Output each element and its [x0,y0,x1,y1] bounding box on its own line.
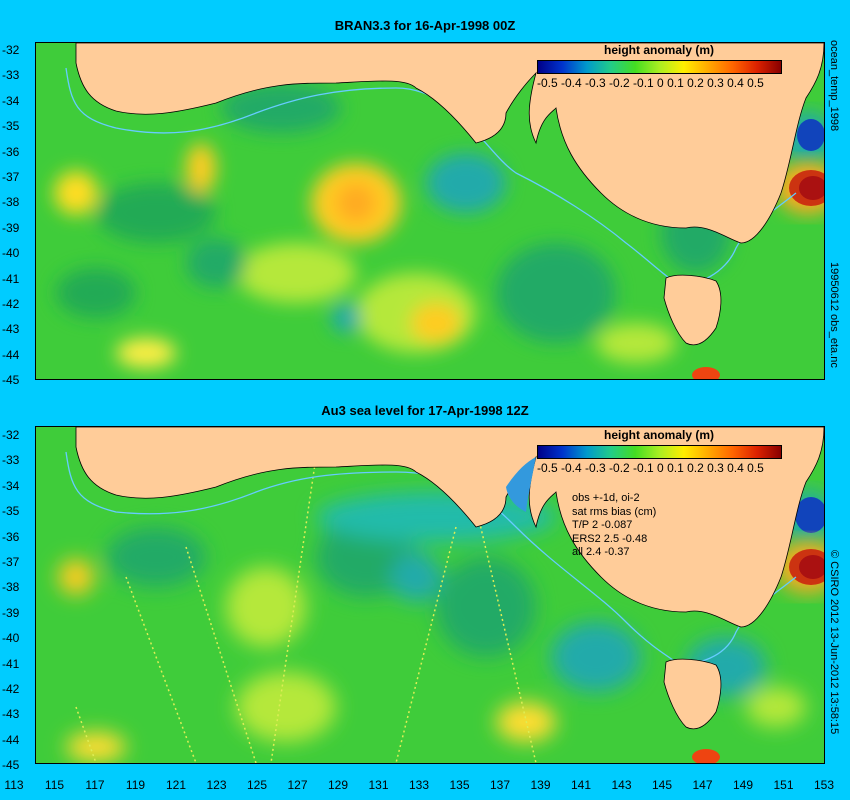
longitude-tick: 143 [611,778,632,792]
latitude-tick: -42 [2,682,20,696]
satellite-tracks [75,456,537,763]
bottom-panel-title: Au3 sea level for 17-Apr-1998 12Z [321,403,529,418]
colorbar-title-bottom: height anomaly (m) [604,428,715,442]
latitude-tick: -35 [2,504,20,519]
latitude-tick: -44 [2,347,20,362]
latitude-tick: -39 [2,605,20,620]
latitude-tick: -37 [2,170,20,184]
latitude-tick: -38 [2,195,20,210]
colorbar-top [537,60,782,74]
longitude-tick: 139 [530,778,551,792]
latitude-tick: -32 [2,428,20,442]
stats-block: obs +-1d, oi-2 sat rms bias (cm) T/P 2 -0.… [572,492,656,560]
anomaly-field-bottom [58,492,806,762]
latitude-tick: -36 [2,144,20,159]
anomaly-field-top [54,83,731,368]
longitude-tick: 141 [570,778,592,792]
colorbar-bottom [537,445,782,459]
latitude-tick: -32 [2,43,20,57]
tasmania-top [663,274,722,346]
longitude-tick: 129 [327,778,349,792]
spencer-gulf-water [506,457,536,512]
stats-line: all 2.4 -0.37 [572,546,630,558]
copyright-label: © CSIRO 2012 13-Jun-2012 13:58:15 [828,550,840,735]
latitude-tick: -33 [2,68,20,83]
latitude-tick: -37 [2,555,20,569]
latitude-tick: -36 [2,529,20,544]
longitude-tick: 137 [489,778,511,792]
latitude-tick: -38 [2,580,20,595]
longitude-tick: 113 [4,778,24,792]
latitude-tick: -43 [2,322,20,337]
stats-line: obs +-1d, oi-2 [572,492,640,504]
longitude-tick: 145 [651,778,673,792]
longitude-tick: 123 [206,778,227,792]
longitude-tick: 147 [692,778,713,792]
latitude-tick: -44 [2,732,20,747]
latitude-tick: -35 [2,119,20,134]
top-map-panel [35,42,825,380]
tasmania-bottom [663,658,722,730]
longitude-tick: 127 [287,778,308,792]
stats-line: ERS2 2.5 -0.48 [572,532,648,545]
stats-line: T/P 2 -0.087 [572,519,633,531]
shelf-contour-top [65,67,797,285]
colorbar-title-top: height anomaly (m) [604,43,715,57]
latitude-tick: -42 [2,297,20,311]
top-source-label: 19950612 obs_eta.nc [828,262,840,368]
longitude-tick: 119 [125,778,146,792]
stats-line: sat rms bias (cm) [572,505,657,518]
latitude-tick: -33 [2,453,20,468]
latitude-tick: -34 [2,478,20,493]
latitude-tick: -45 [2,758,20,773]
latitude-tick: -41 [2,271,20,286]
colorbar-ticks-bottom: -0.5 -0.4 -0.3 -0.2 -0.1 0 0.1 0.2 0.3 0… [537,461,764,475]
longitude-tick: 115 [44,778,65,792]
longitude-tick: 149 [732,778,754,792]
latitude-tick: -40 [2,631,20,646]
top-file-label: ocean_temp_1998 [828,40,840,132]
longitude-tick: 151 [773,778,794,792]
latitude-tick: -40 [2,246,20,261]
latitude-tick: -45 [2,373,20,388]
longitude-tick: 131 [368,778,389,792]
longitude-tick: 117 [85,778,105,792]
mainland-top [75,43,824,244]
longitude-tick: 125 [246,778,268,792]
longitude-tick: 135 [449,778,470,792]
longitude-tick: 121 [165,778,187,792]
colorbar-ticks-top: -0.5 -0.4 -0.3 -0.2 -0.1 0 0.1 0.2 0.3 0… [537,76,764,90]
latitude-tick: -43 [2,707,20,722]
top-panel-title: BRAN3.3 for 16-Apr-1998 00Z [334,18,516,33]
latitude-tick: -39 [2,220,20,235]
latitude-tick: -34 [2,93,20,108]
longitude-tick: 153 [813,778,835,792]
bottom-map-panel [35,426,825,764]
longitude-tick: 133 [408,778,430,792]
latitude-tick: -41 [2,656,20,671]
